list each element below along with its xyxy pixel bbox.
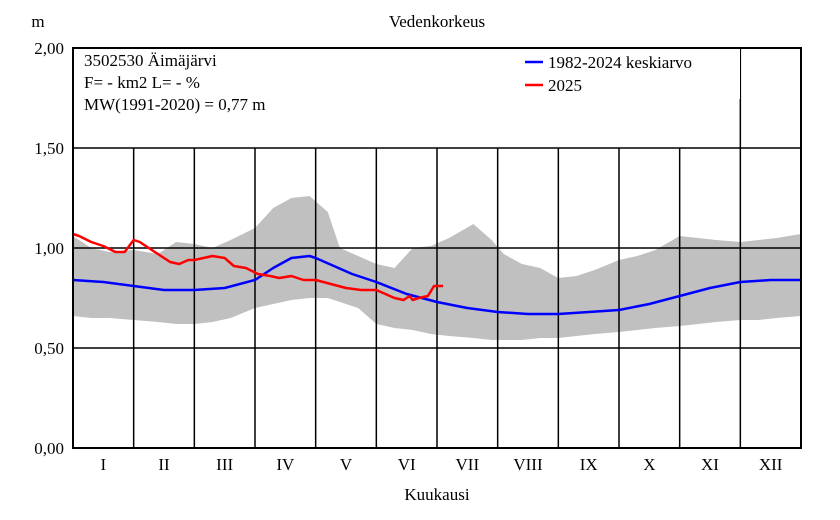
legend: 1982-2024 keskiarvo 2025 [518,49,740,99]
legend-label: 1982-2024 keskiarvo [548,53,692,72]
y-tick-label: 0,00 [34,439,64,458]
station-info-line: 3502530 Äimäjärvi [84,51,217,70]
month-label: XI [701,455,719,474]
station-info: 3502530 Äimäjärvi F= - km2 L= - % MW(1991-… [74,49,314,146]
legend-label: 2025 [548,76,582,95]
y-tick-label: 1,00 [34,239,64,258]
month-label: VI [398,455,416,474]
plot-frame [72,47,802,449]
station-info-line: F= - km2 L= - % [84,73,200,92]
x-axis-label: Kuukausi [404,485,469,504]
chart-title: Vedenkorkeus [389,12,485,31]
station-info-line: MW(1991-2020) = 0,77 m [84,95,265,114]
month-label: VIII [513,455,543,474]
y-tick-label: 0,50 [34,339,64,358]
y-tick-labels: 0,00 0,50 1,00 1,50 2,00 [34,39,64,458]
mean-series-line [72,254,801,316]
station-info-background [74,49,314,146]
month-label: VII [456,455,480,474]
x-tick-labels: I II III IV V VI VII VIII IX X XI XII [100,455,782,474]
month-label: IX [580,455,598,474]
y-tick-label: 1,50 [34,139,64,158]
month-label: X [643,455,655,474]
month-label: XII [759,455,783,474]
y-tick-label: 2,00 [34,39,64,58]
month-label: IV [276,455,295,474]
month-label: I [100,455,106,474]
y-axis-label: m [31,12,44,31]
current-year-series-line [72,232,444,302]
month-label: II [158,455,170,474]
month-label: III [216,455,233,474]
month-label: V [340,455,353,474]
legend-background [518,49,740,99]
series-layer [72,232,801,316]
grid-layer [73,48,801,448]
